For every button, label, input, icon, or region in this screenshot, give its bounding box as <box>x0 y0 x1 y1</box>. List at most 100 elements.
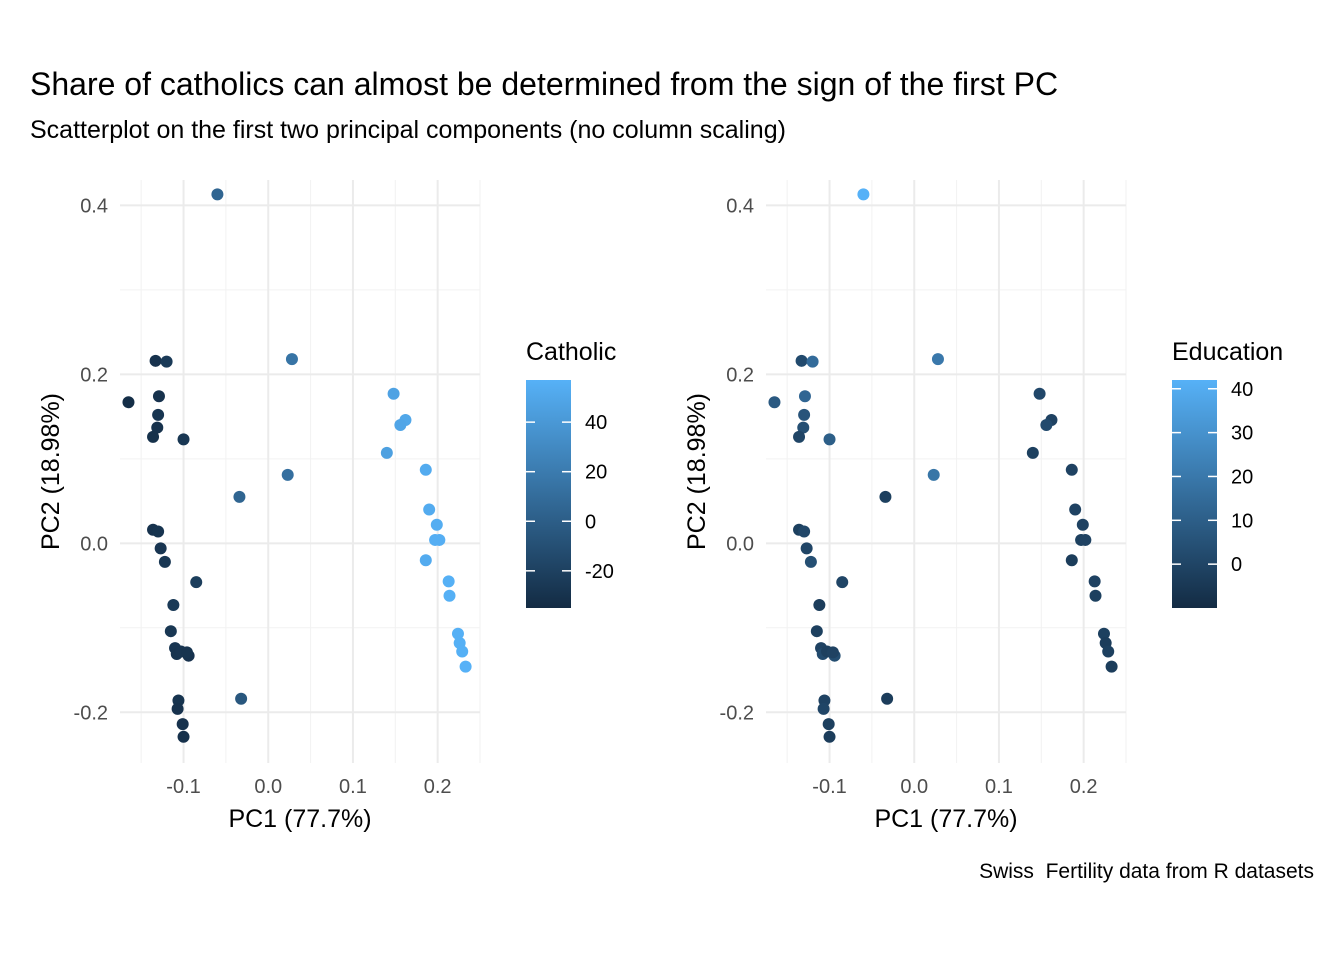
scatter-point <box>1040 419 1053 432</box>
legend-label: 40 <box>585 412 607 434</box>
scatter-point <box>152 390 165 403</box>
scatter-point <box>817 702 830 715</box>
scatter-point <box>423 503 436 516</box>
scatter-point <box>160 355 173 368</box>
y-axis-title: PC2 (18.98%) <box>683 393 711 550</box>
scatter-point <box>795 354 808 367</box>
legend-label: 0 <box>585 511 596 533</box>
scatter-point <box>158 555 171 568</box>
x-tick-label: 0.0 <box>254 776 282 798</box>
scatter-point <box>836 576 849 589</box>
legend-label: 20 <box>585 462 607 484</box>
scatter-point <box>826 646 839 659</box>
scatter-point <box>285 353 298 366</box>
scatter-point <box>211 188 224 201</box>
y-tick-label: 0.2 <box>726 364 754 386</box>
y-tick-label: 0.2 <box>80 364 108 386</box>
scatter-point <box>176 718 189 731</box>
scatter-point <box>394 419 407 432</box>
scatter-point <box>1033 387 1046 400</box>
scatter-point <box>1079 533 1092 546</box>
legend-label: -20 <box>585 561 614 583</box>
scatter-point <box>380 446 393 459</box>
y-tick-label: 0.0 <box>80 533 108 555</box>
scatter-point <box>456 645 469 658</box>
scatter-point <box>927 468 940 481</box>
scatter-point <box>798 408 811 421</box>
scatter-point <box>822 718 835 731</box>
scatter-point <box>768 396 781 409</box>
scatter-point <box>177 433 190 446</box>
y-tick-label: 0.0 <box>726 533 754 555</box>
scatter-point <box>177 730 190 743</box>
scatter-point <box>813 598 826 611</box>
y-tick-label: -0.2 <box>720 702 754 724</box>
scatter-point <box>793 430 806 443</box>
scatter-point <box>1089 589 1102 602</box>
scatter-point <box>180 646 193 659</box>
x-axis-title: PC1 (77.7%) <box>874 805 1017 833</box>
scatter-point <box>459 660 472 673</box>
scatter-point <box>806 355 819 368</box>
scatter-point <box>387 387 400 400</box>
y-tick-label: -0.2 <box>74 702 108 724</box>
legend-label: 40 <box>1231 379 1253 401</box>
scatter-point <box>430 518 443 531</box>
scatter-point <box>147 430 160 443</box>
legend-title: Catholic <box>526 338 616 366</box>
y-tick-label: 0.4 <box>80 195 108 217</box>
scatter-point <box>1088 575 1101 588</box>
legend-label: 20 <box>1231 466 1253 488</box>
scatter-point <box>810 625 823 638</box>
y-axis-title: PC2 (18.98%) <box>37 393 65 550</box>
scatter-point <box>164 625 177 638</box>
scatter-point <box>797 421 810 434</box>
scatter-point <box>1105 660 1118 673</box>
scatter-point <box>433 533 446 546</box>
scatter-point <box>152 408 165 421</box>
x-tick-label: -0.1 <box>812 776 846 798</box>
legend-label: 0 <box>1231 554 1242 576</box>
scatter-point <box>881 692 894 705</box>
scatter-point <box>442 575 455 588</box>
scatter-point <box>879 490 892 503</box>
scatter-point <box>798 390 811 403</box>
x-tick-label: 0.2 <box>424 776 452 798</box>
x-tick-label: 0.0 <box>900 776 928 798</box>
scatter-point <box>800 542 813 555</box>
scatter-point <box>190 576 203 589</box>
x-tick-label: 0.1 <box>339 776 367 798</box>
scatter-point <box>1076 518 1089 531</box>
scatter-point <box>235 692 248 705</box>
scatter-point <box>804 555 817 568</box>
x-tick-label: 0.2 <box>1070 776 1098 798</box>
scatter-point <box>931 353 944 366</box>
scatter-point <box>823 730 836 743</box>
scatter-point <box>798 525 811 538</box>
scatter-point <box>233 490 246 503</box>
legend-colorbar <box>526 380 571 608</box>
chart-subtitle: Scatterplot on the first two principal c… <box>30 116 786 144</box>
x-tick-label: 0.1 <box>985 776 1013 798</box>
chart-title: Share of catholics can almost be determi… <box>30 66 1059 102</box>
scatter-point <box>419 463 432 476</box>
scatter-point <box>443 589 456 602</box>
scatter-point <box>167 598 180 611</box>
legend-colorbar <box>1172 380 1217 608</box>
y-tick-label: 0.4 <box>726 195 754 217</box>
scatter-point <box>451 627 464 640</box>
x-axis-title: PC1 (77.7%) <box>228 805 371 833</box>
scatter-point <box>152 525 165 538</box>
scatter-point <box>151 421 164 434</box>
scatter-point <box>1065 554 1078 567</box>
scatter-point <box>1097 627 1110 640</box>
scatter-point <box>171 702 184 715</box>
scatter-point <box>1102 645 1115 658</box>
scatter-point <box>1069 503 1082 516</box>
scatter-point <box>281 468 294 481</box>
scatter-point <box>122 396 135 409</box>
scatter-point <box>1026 446 1039 459</box>
scatter-point <box>857 188 870 201</box>
scatter-point <box>823 433 836 446</box>
